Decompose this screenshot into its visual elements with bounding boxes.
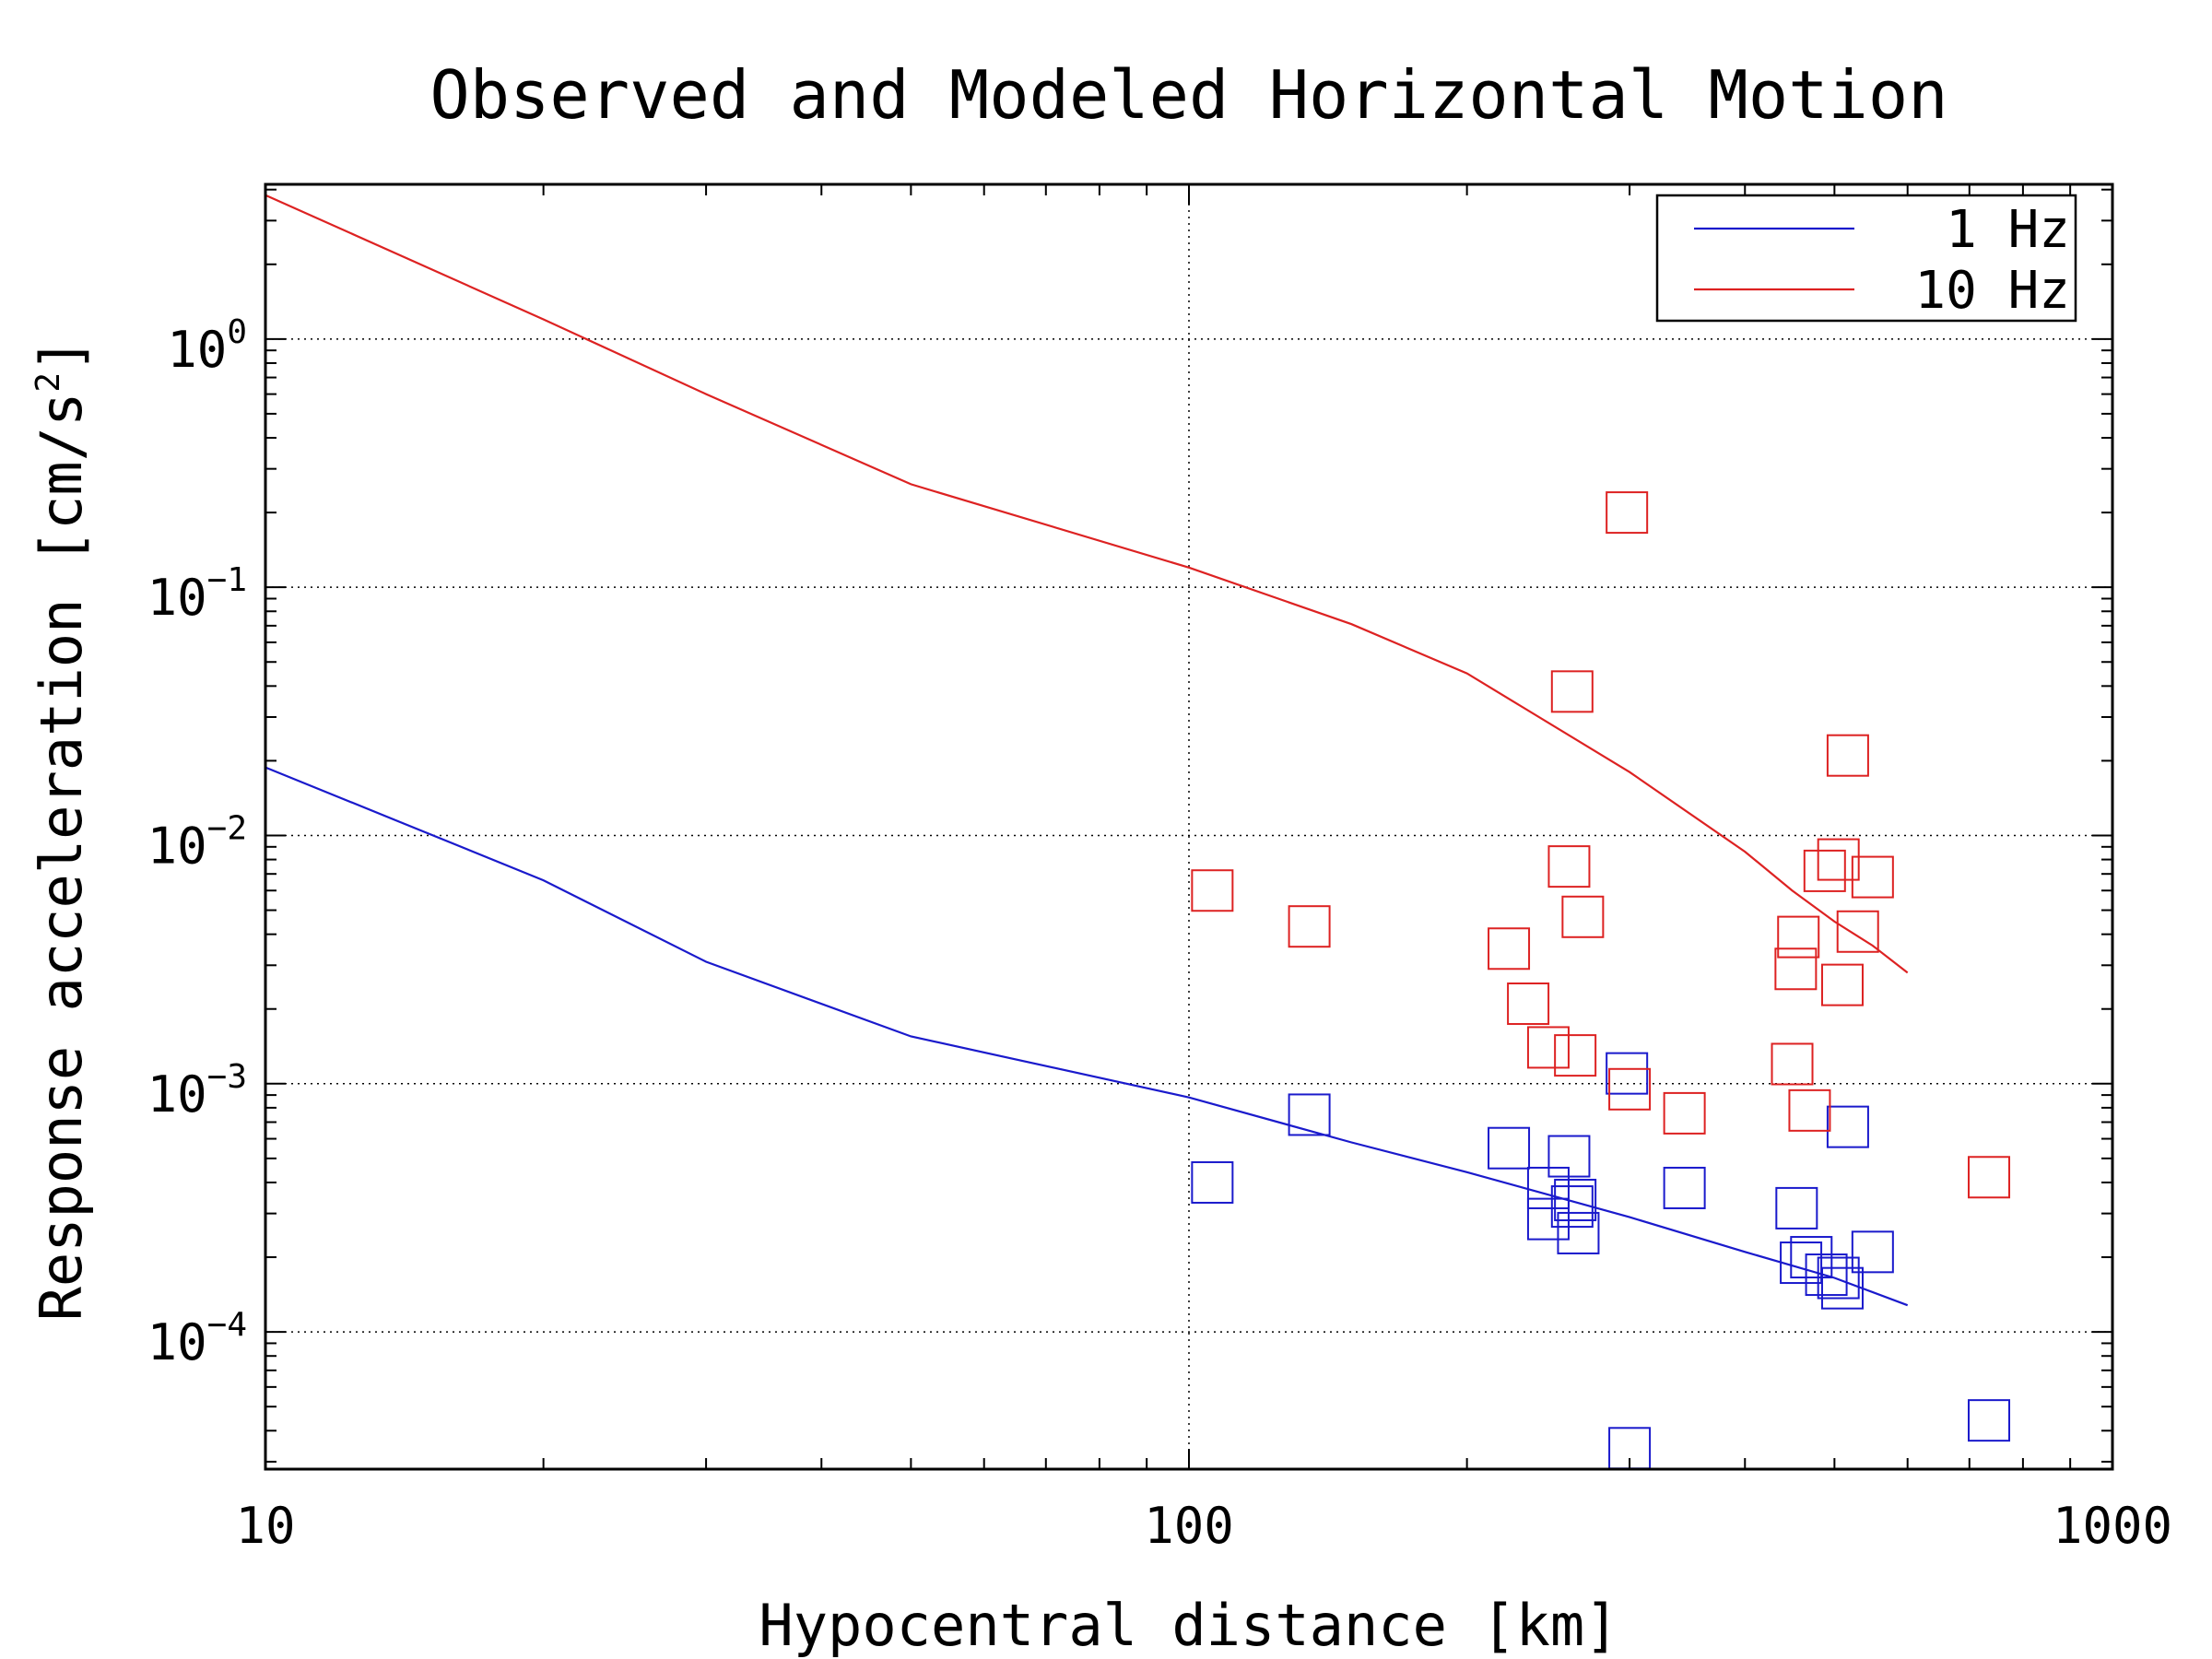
y-axis-label-base: Response acceleration [cm/s <box>28 393 95 1322</box>
observed-point-10-hz <box>1820 963 1864 1006</box>
chart-title: Observed and Modeled Horizontal Motion <box>429 56 1947 134</box>
model-line-1-hz <box>265 766 1909 1307</box>
observed-point-10-hz <box>1606 491 1649 535</box>
legend-box <box>1655 194 2077 323</box>
y-tick-exponent: −3 <box>207 1058 247 1096</box>
observed-point-10-hz <box>1526 1026 1570 1069</box>
observed-point-10-hz <box>1663 1091 1706 1135</box>
y-tick-label: 10−1 <box>147 561 247 627</box>
observed-point-1-hz <box>1826 1105 1869 1148</box>
y-tick-base: 10 <box>167 321 227 379</box>
observed-point-1-hz <box>1547 1135 1591 1178</box>
observed-point-1-hz <box>1606 1052 1649 1095</box>
observed-point-10-hz <box>1774 947 1818 991</box>
x-tick-label: 1000 <box>2053 1497 2172 1555</box>
y-tick-label: 10−3 <box>147 1058 247 1124</box>
y-tick-exponent: −2 <box>207 809 247 847</box>
observed-point-10-hz <box>1561 895 1605 938</box>
observed-point-10-hz <box>1788 1088 1831 1132</box>
observed-point-10-hz <box>1851 855 1894 899</box>
observed-point-10-hz <box>1836 910 1879 953</box>
observed-point-1-hz <box>1191 1160 1234 1204</box>
legend-label-1-hz: 1 Hz <box>1946 200 2070 260</box>
observed-point-1-hz <box>1554 1178 1597 1221</box>
x-tick-label: 10 <box>235 1497 295 1555</box>
x-axis-label: Hypocentral distance [km] <box>759 1592 1618 1659</box>
y-tick-label: 10−2 <box>147 809 247 875</box>
grid-layer <box>265 184 2112 1469</box>
observed-point-1-hz <box>1820 1266 1864 1310</box>
y-axis-label-exponent: 2 <box>29 372 67 393</box>
y-tick-base: 10 <box>147 1065 207 1124</box>
observed-point-10-hz <box>1554 1034 1597 1077</box>
observed-point-1-hz <box>1805 1253 1848 1297</box>
y-tick-base: 10 <box>147 1313 207 1371</box>
ticks-layer <box>265 184 2112 1469</box>
x-tick-label: 100 <box>1144 1497 1234 1555</box>
observed-point-1-hz <box>1488 1126 1531 1170</box>
y-axis-label: Response acceleration [cm/s2] <box>28 338 95 1322</box>
observed-point-10-hz <box>1550 670 1594 713</box>
observed-point-1-hz <box>1288 1093 1331 1136</box>
y-tick-exponent: −4 <box>207 1306 247 1344</box>
observed-point-10-hz <box>1826 734 1869 777</box>
y-tick-exponent: 0 <box>227 313 247 351</box>
y-tick-label: 10−4 <box>147 1306 247 1371</box>
observed-point-10-hz <box>1817 838 1860 881</box>
observed-point-1-hz <box>1780 1241 1823 1285</box>
observed-point-10-hz <box>1488 927 1531 971</box>
observed-point-10-hz <box>1771 1042 1814 1086</box>
y-axis-label-close: ] <box>28 338 95 372</box>
observed-point-1-hz <box>1550 1185 1594 1229</box>
model-line-10-hz <box>265 194 1909 974</box>
observed-point-1-hz <box>1968 1399 2011 1442</box>
observed-point-10-hz <box>1547 845 1591 888</box>
observed-point-10-hz <box>1968 1156 2011 1199</box>
observed-point-1-hz <box>1851 1230 1894 1274</box>
observed-point-1-hz <box>1775 1186 1818 1230</box>
observed-point-1-hz <box>1663 1166 1706 1209</box>
observed-point-10-hz <box>1191 869 1234 912</box>
observed-point-10-hz <box>1507 982 1550 1026</box>
y-tick-exponent: −1 <box>207 561 247 599</box>
y-tick-base: 10 <box>147 817 207 875</box>
observed-point-10-hz <box>1777 915 1820 959</box>
y-tick-label: 100 <box>167 313 247 379</box>
observed-point-10-hz <box>1288 905 1331 948</box>
y-tick-base: 10 <box>147 569 207 627</box>
observed-point-10-hz <box>1608 1067 1652 1111</box>
legend-label-10-hz: 10 Hz <box>1914 261 2070 321</box>
series-layer <box>265 194 2011 1470</box>
observed-point-1-hz <box>1526 1197 1570 1241</box>
observed-point-10-hz <box>1803 849 1846 892</box>
observed-point-1-hz <box>1557 1211 1600 1254</box>
observed-point-1-hz <box>1817 1256 1860 1300</box>
